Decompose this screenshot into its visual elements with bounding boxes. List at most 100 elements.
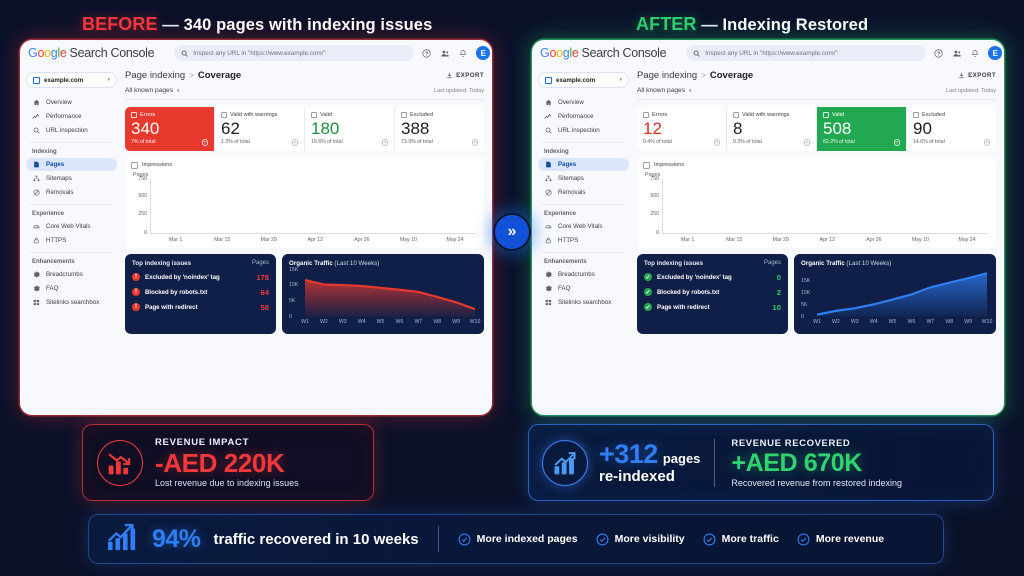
organic-traffic-before: Organic Traffic (Last 10 Weeks) 0 5K 10K 15… xyxy=(282,253,484,334)
property-selector[interactable]: example.com ▾ xyxy=(26,72,117,88)
issues-header-pages: Pages xyxy=(251,260,269,266)
sidebar-item-sitelinks-searchbox[interactable]: Sitelinks searchbox xyxy=(26,296,117,309)
impressions-legend[interactable]: Impressions xyxy=(643,161,990,169)
users-icon[interactable] xyxy=(440,49,450,58)
before-subtitle: pages with indexing issues xyxy=(211,16,433,34)
breadcrumb-parent[interactable]: Page indexing xyxy=(637,70,698,81)
sidebar-item-removals[interactable]: Removals xyxy=(26,186,117,199)
sidebar-item-core-web-vitals[interactable]: Core Web Vitals xyxy=(26,220,117,233)
export-button[interactable]: EXPORT xyxy=(446,72,484,79)
sidebar-label-url-inspection: URL inspection xyxy=(558,127,600,134)
issue-row[interactable]: ✓ Excluded by 'noindex' tag 0 xyxy=(644,273,781,282)
sitemap-icon xyxy=(544,175,552,183)
sidebar-before: example.com ▾ Overview Performance URL i… xyxy=(20,66,123,415)
pages-filter[interactable]: All known pages ▾ xyxy=(637,87,692,94)
sidebar-item-https[interactable]: HTTPS xyxy=(26,234,117,247)
x-axis: Mar 1 Mar 15 Mar 29 Apr 12 Apr 26 May 10 May 2… xyxy=(150,232,476,245)
metric-card-valid[interactable]: Valid 180 18.6% of total? xyxy=(305,107,394,151)
impressions-legend[interactable]: Impressions xyxy=(131,161,478,169)
bell-icon[interactable] xyxy=(971,49,979,58)
sidebar-item-faq[interactable]: FAQ xyxy=(538,282,629,295)
help-icon[interactable]: ? xyxy=(471,139,478,146)
avatar[interactable]: E xyxy=(988,46,1003,60)
metric-title: Valid xyxy=(320,112,333,118)
issue-row[interactable]: ✓ Page with redirect 10 xyxy=(644,303,781,312)
avatar[interactable]: E xyxy=(476,46,491,60)
home-icon xyxy=(32,99,40,107)
gauge-icon xyxy=(32,223,40,231)
metric-card-valid[interactable]: Valid 508 82.2% of total? xyxy=(817,107,906,151)
sidebar-item-breadcrumbs[interactable]: Breadcrumbs xyxy=(26,268,117,281)
double-chevron-right-icon: » xyxy=(493,213,531,251)
main-before: Page indexing > Coverage EXPORT All know… xyxy=(123,66,492,415)
sidebar-item-sitemaps[interactable]: Sitemaps xyxy=(538,172,629,185)
help-icon[interactable]: ? xyxy=(893,139,900,146)
sidebar-item-https[interactable]: HTTPS xyxy=(538,234,629,247)
sidebar-item-pages[interactable]: Pages xyxy=(26,158,117,171)
sidebar-item-performance[interactable]: Performance xyxy=(538,110,629,123)
y-tick: 0 xyxy=(144,229,147,236)
metric-pct: 7% of total xyxy=(131,139,156,146)
users-icon[interactable] xyxy=(952,49,962,58)
benefit-chip: More visibility xyxy=(596,533,685,546)
chevron-down-icon: ▾ xyxy=(689,87,692,94)
x-tick: W5 xyxy=(376,318,385,325)
help-icon[interactable]: ? xyxy=(713,139,720,146)
issue-row[interactable]: ! Page with redirect 58 xyxy=(132,303,269,312)
sidebar-item-overview[interactable]: Overview xyxy=(26,96,117,109)
issue-label: Excluded by 'noindex' tag xyxy=(145,273,220,281)
sidebar-item-breadcrumbs[interactable]: Breadcrumbs xyxy=(538,268,629,281)
sidebar-item-url-inspection[interactable]: URL inspection xyxy=(538,124,629,137)
property-selector[interactable]: example.com ▾ xyxy=(538,72,629,88)
divider xyxy=(30,204,113,205)
issue-row[interactable]: ! Blocked by robots.txt 64 xyxy=(132,288,269,297)
divider xyxy=(437,526,439,552)
metric-card-valid-warnings[interactable]: Valid with warnings 62 1.3% of total? xyxy=(215,107,304,151)
help-icon[interactable] xyxy=(934,48,943,58)
x-tick: W6 xyxy=(395,318,404,325)
revenue-recovered-block: REVENUE RECOVERED +AED 670K Recovered re… xyxy=(715,438,980,488)
sidebar-item-removals[interactable]: Removals xyxy=(538,186,629,199)
url-inspect-input[interactable]: Inspect any URL in "https://www.example.… xyxy=(174,45,415,61)
sidebar-item-core-web-vitals[interactable]: Core Web Vitals xyxy=(538,220,629,233)
export-button[interactable]: EXPORT xyxy=(958,72,996,79)
issue-row[interactable]: ✓ Blocked by robots.txt 2 xyxy=(644,288,781,297)
sidebar-label-sitelinks-searchbox: Sitelinks searchbox xyxy=(46,299,100,306)
pages-plot-before: 0 250 500 750 Mar 1 Mar 15 Mar 29 Apr 12 Apr 26… xyxy=(131,176,478,245)
help-icon[interactable]: ? xyxy=(381,139,388,146)
metric-title: Errors xyxy=(652,112,668,118)
sidebar-item-pages[interactable]: Pages xyxy=(538,158,629,171)
help-icon[interactable]: ? xyxy=(201,139,208,146)
metric-card-errors[interactable]: Errors 340 7% of total? xyxy=(125,107,214,151)
y-axis-label: Pages xyxy=(133,171,149,178)
gear-icon xyxy=(32,285,40,293)
benefit-label: More indexed pages xyxy=(476,533,578,545)
x-tick: W1 xyxy=(813,318,821,325)
metric-pct: 14.6% of total xyxy=(913,139,945,146)
metric-card-valid-warnings[interactable]: Valid with warnings 8 0.3% of total? xyxy=(727,107,816,151)
issue-label: Excluded by 'noindex' tag xyxy=(657,273,732,281)
pages-filter[interactable]: All known pages ▾ xyxy=(125,87,180,94)
metric-card-excluded[interactable]: Excluded 90 14.6% of total? xyxy=(907,107,996,151)
url-inspect-input[interactable]: Inspect any URL in "https://www.example.… xyxy=(686,45,927,61)
help-icon[interactable]: ? xyxy=(983,139,990,146)
breadcrumb-parent[interactable]: Page indexing xyxy=(125,70,186,81)
bell-icon[interactable] xyxy=(459,49,467,58)
x-tick: Mar 15 xyxy=(214,236,231,243)
sidebar-item-faq[interactable]: FAQ xyxy=(26,282,117,295)
help-icon[interactable]: ? xyxy=(291,139,298,146)
sidebar-item-sitelinks-searchbox[interactable]: Sitelinks searchbox xyxy=(538,296,629,309)
metric-card-excluded[interactable]: Excluded 388 73.9% of total? xyxy=(395,107,484,151)
help-icon[interactable]: ? xyxy=(803,139,810,146)
x-tick: W1 xyxy=(301,318,309,325)
sidebar-item-url-inspection[interactable]: URL inspection xyxy=(26,124,117,137)
sidebar-item-sitemaps[interactable]: Sitemaps xyxy=(26,172,117,185)
help-icon[interactable] xyxy=(422,48,431,58)
metric-card-errors[interactable]: Errors 12 0.4% of total? xyxy=(637,107,726,151)
chart-line-icon xyxy=(544,113,552,121)
traffic-line-after xyxy=(817,272,987,317)
sidebar-item-overview[interactable]: Overview xyxy=(538,96,629,109)
sidebar-item-performance[interactable]: Performance xyxy=(26,110,117,123)
chevron-down-icon: ▾ xyxy=(619,77,622,83)
issue-row[interactable]: ! Excluded by 'noindex' tag 178 xyxy=(132,273,269,282)
